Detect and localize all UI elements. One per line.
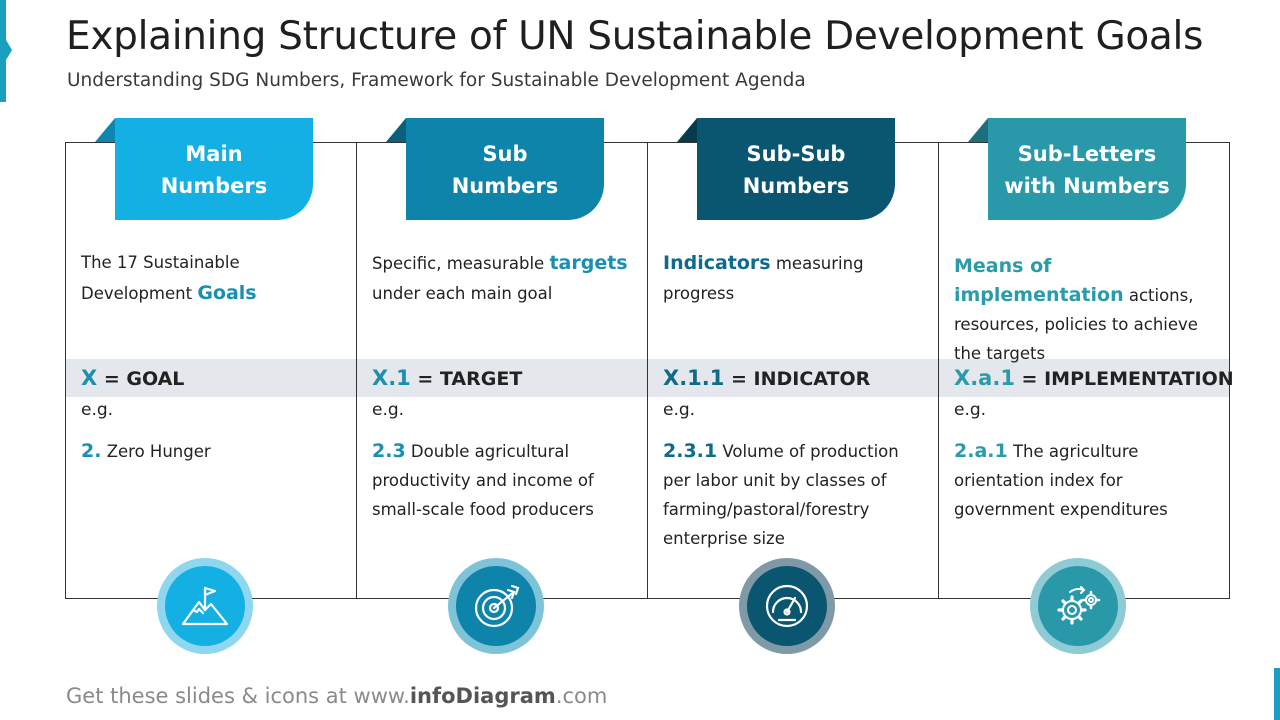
- header-line-1: Main: [185, 142, 243, 166]
- example-text: 2.3.1 Volume of production per labor uni…: [663, 437, 928, 553]
- column-divider: [356, 142, 357, 599]
- header-tab: Main Numbers: [115, 118, 313, 220]
- description-text: The 17 Sustainable Development: [81, 253, 240, 303]
- eg-label: e.g.: [663, 400, 696, 420]
- example-number: 2.a.1: [954, 440, 1008, 462]
- mountain-flag-icon: [181, 586, 229, 626]
- header-line-2: Numbers: [742, 174, 850, 198]
- left-accent-bar: [0, 0, 12, 102]
- icon-circle: [1030, 558, 1126, 654]
- column-description: Indicators measuring progress: [663, 248, 928, 309]
- tab-fold: [95, 118, 115, 142]
- tab-fold: [968, 118, 988, 142]
- code-number: X.a.1: [954, 366, 1015, 390]
- column-sub-sub-numbers: Sub-Sub Numbers Indicators measuring prog…: [647, 0, 938, 720]
- footer-brand: infoDiagram: [409, 684, 556, 708]
- column-divider: [647, 142, 648, 599]
- code-line: X.a.1 = IMPLEMENTATION: [954, 366, 1234, 390]
- icon-circle: [157, 558, 253, 654]
- column-description: Specific, measurable targets under each …: [372, 248, 637, 309]
- tab-fold: [386, 118, 406, 142]
- footer-text: Get these slides & icons at www.: [66, 684, 410, 708]
- footer-text: .com: [555, 684, 608, 708]
- eg-label: e.g.: [954, 400, 987, 420]
- column-divider: [938, 142, 939, 599]
- example-text: 2.a.1 The agriculture orientation index …: [954, 437, 1219, 524]
- example-text: 2. Zero Hunger: [81, 437, 346, 466]
- example-number: 2.3.1: [663, 440, 718, 462]
- example-number: 2.3: [372, 440, 406, 462]
- column-sub-letters: Sub-Letters with Numbers Means of impleme…: [938, 0, 1234, 720]
- eg-label: e.g.: [372, 400, 405, 420]
- slide-subtitle: Understanding SDG Numbers, Framework for…: [67, 70, 806, 91]
- example-text: 2.3 Double agricultural productivity and…: [372, 437, 637, 524]
- description-highlight: Means of implementation: [954, 255, 1124, 306]
- code-number: X: [81, 366, 98, 390]
- code-label: = IMPLEMENTATION: [1014, 368, 1234, 390]
- header-line-1: Sub: [482, 142, 528, 166]
- code-line: X.1.1 = INDICATOR: [663, 366, 870, 390]
- icon-circle: [739, 558, 835, 654]
- code-label: = TARGET: [410, 368, 523, 390]
- code-line: X.1 = TARGET: [372, 366, 522, 390]
- header-line-2: Numbers: [451, 174, 559, 198]
- footer: Get these slides & icons at www.infoDiag…: [66, 684, 607, 708]
- column-description: The 17 Sustainable Development Goals: [81, 248, 346, 309]
- description-text: measuring progress: [663, 254, 864, 303]
- header-line-2: with Numbers: [1004, 174, 1170, 198]
- example-description: Double agricultural productivity and inc…: [372, 442, 594, 519]
- header-line-1: Sub-Sub: [746, 142, 846, 166]
- header-line-1: Sub-Letters: [1017, 142, 1157, 166]
- description-highlight: Goals: [197, 282, 257, 304]
- description-text: Specific, measurable: [372, 254, 550, 273]
- header-tab: Sub-Sub Numbers: [697, 118, 895, 220]
- gauge-icon: [765, 584, 809, 628]
- right-accent-bar: [1274, 668, 1280, 720]
- description-highlight: Indicators: [663, 252, 771, 274]
- column-description: Means of implementation actions, resourc…: [954, 252, 1219, 368]
- code-number: X.1: [372, 366, 411, 390]
- column-main-numbers: Main Numbers The 17 Sustainable Developme…: [65, 0, 356, 720]
- target-arrow-icon: [474, 584, 520, 628]
- column-sub-numbers: Sub Numbers Specific, measurable targets …: [356, 0, 647, 720]
- slide-title: Explaining Structure of UN Sustainable D…: [66, 14, 1204, 59]
- eg-label: e.g.: [81, 400, 114, 420]
- header-line-2: Numbers: [160, 174, 268, 198]
- description-text: actions, resources, policies to achieve …: [954, 286, 1198, 363]
- tab-fold: [677, 118, 697, 142]
- code-line: X = GOAL: [81, 366, 184, 390]
- example-number: 2.: [81, 440, 102, 462]
- code-number: X.1.1: [663, 366, 725, 390]
- description-text: under each main goal: [372, 284, 553, 303]
- icon-circle: [448, 558, 544, 654]
- example-description: Volume of production per labor unit by c…: [663, 442, 899, 548]
- example-description: Zero Hunger: [101, 442, 211, 461]
- code-label: = INDICATOR: [724, 368, 871, 390]
- code-label: = GOAL: [97, 368, 185, 390]
- header-tab: Sub Numbers: [406, 118, 604, 220]
- header-tab: Sub-Letters with Numbers: [988, 118, 1186, 220]
- description-highlight: targets: [549, 252, 628, 274]
- gears-icon: [1057, 586, 1101, 625]
- example-description: The agriculture orientation index for go…: [954, 442, 1168, 519]
